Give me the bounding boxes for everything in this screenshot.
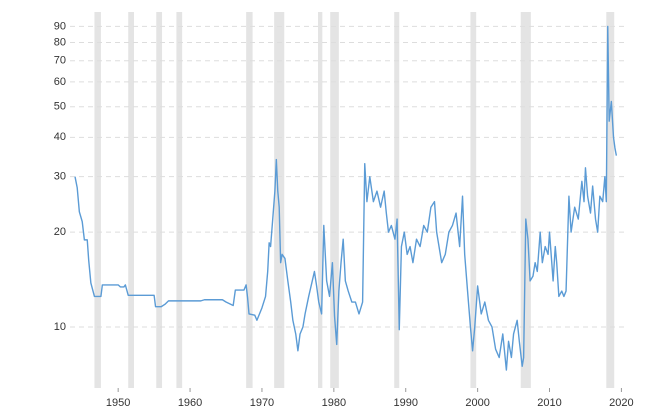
x-tick-label: 1950 (106, 397, 130, 409)
recession-band (156, 12, 163, 388)
recession-band (176, 12, 183, 388)
recession-band (246, 12, 253, 388)
recession-band (128, 12, 134, 388)
x-tick-label: 1990 (393, 397, 417, 409)
y-tick-label: 20 (54, 226, 66, 238)
series-line (74, 25, 618, 371)
recession-band (606, 12, 615, 388)
x-tick-label: 2010 (537, 397, 561, 409)
y-tick-label: 90 (54, 20, 66, 32)
recession-band (94, 12, 101, 388)
y-tick-label: 10 (54, 321, 66, 333)
y-tick-label: 30 (54, 171, 66, 183)
y-tick-label: 80 (54, 36, 66, 48)
recession-band (394, 12, 400, 388)
recession-band (330, 12, 339, 388)
y-tick-label: 70 (54, 55, 66, 67)
x-tick-label: 1980 (322, 397, 346, 409)
y-tick-label: 40 (54, 131, 66, 143)
x-tick-label: 2000 (465, 397, 489, 409)
recession-band (470, 12, 477, 388)
recession-band (520, 12, 531, 388)
x-tick-label: 1960 (178, 397, 202, 409)
x-tick-label: 2020 (609, 397, 633, 409)
recession-band (318, 12, 323, 388)
y-tick-label: 50 (54, 101, 66, 113)
y-tick-label: 60 (54, 76, 66, 88)
x-tick-label: 1970 (250, 397, 274, 409)
